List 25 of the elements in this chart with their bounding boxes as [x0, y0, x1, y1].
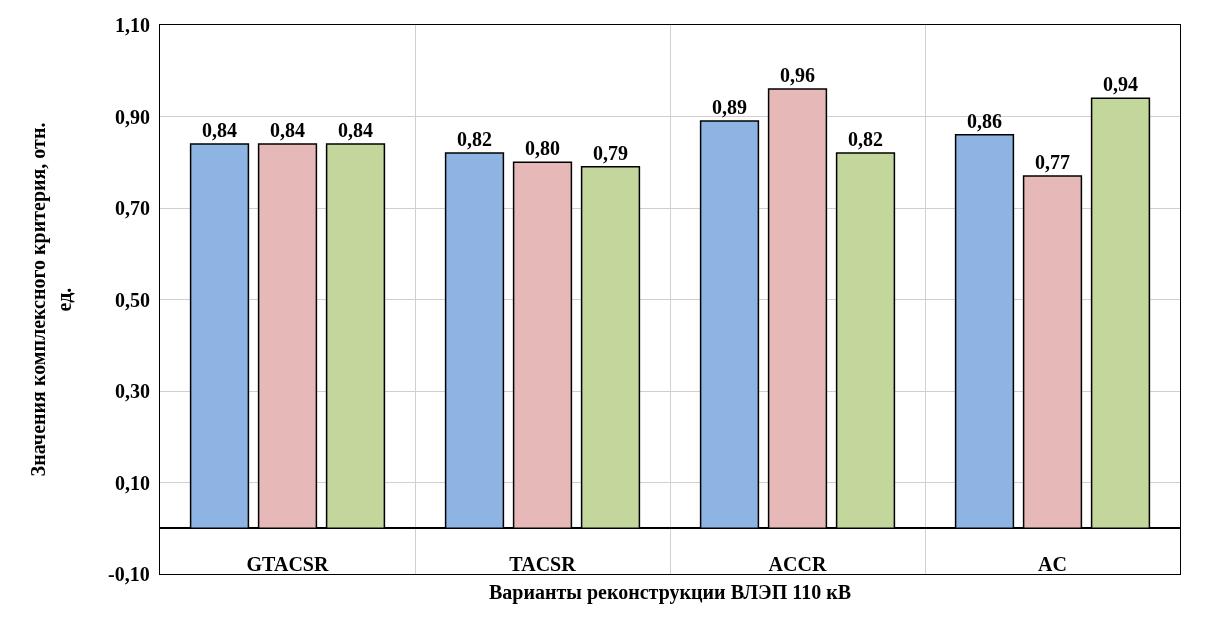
y-tick-label: 1,10 [115, 14, 150, 36]
data-label: 0,86 [967, 109, 1002, 132]
x-tick-label: TACSR [509, 553, 577, 575]
y-tick-label: 0,70 [115, 197, 150, 219]
data-label: 0,84 [270, 118, 305, 141]
y-tick-label: -0,10 [108, 563, 150, 585]
data-label: 0,77 [1035, 150, 1070, 173]
x-tick-label: ACCR [768, 553, 827, 575]
y-tick-label: 0,30 [115, 380, 150, 402]
data-label: 0,89 [712, 96, 747, 119]
x-tick-label: GTACSR [246, 553, 329, 575]
y-tick-label: 0,10 [115, 472, 150, 494]
x-tick-label: AC [1038, 553, 1067, 575]
y-tick-label: 0,90 [115, 106, 150, 128]
y-tick-label: 0,50 [115, 289, 150, 311]
data-label: 0,96 [780, 64, 815, 87]
x-axis-title: Варианты реконструкции ВЛЭП 110 кВ [489, 580, 851, 604]
data-label: 0,94 [1103, 73, 1138, 96]
data-label: 0,79 [593, 141, 628, 164]
y-axis-title: Значения комплексного критерия, отн. ед. [26, 122, 75, 477]
data-label: 0,80 [525, 137, 560, 160]
data-label: 0,84 [338, 118, 373, 141]
data-label: 0,82 [848, 128, 883, 151]
data-label: 0,84 [202, 118, 237, 141]
data-label: 0,82 [457, 128, 492, 151]
